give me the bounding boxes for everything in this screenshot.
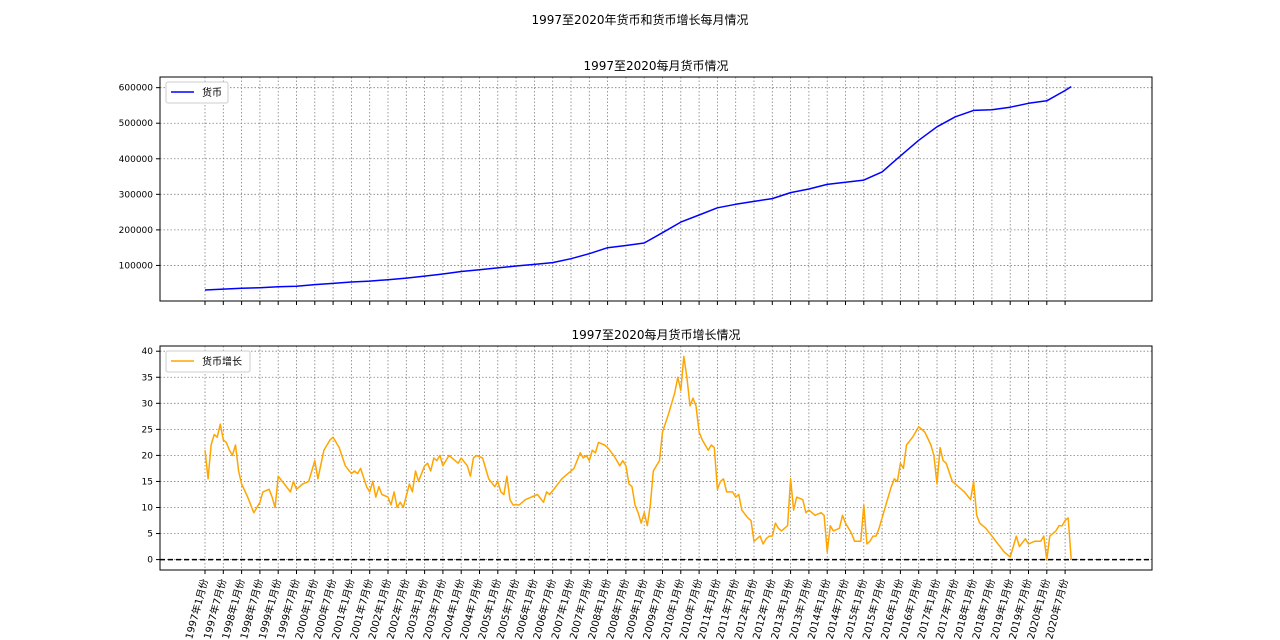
y-tick-label: 10 (142, 503, 154, 513)
y-tick-label: 600000 (119, 84, 154, 94)
money-chart-title: 1997至2020每月货币情况 (583, 58, 728, 73)
money-legend-label: 货币 (202, 86, 222, 99)
money-axes-frame (159, 76, 1153, 302)
growth-axes-frame (159, 345, 1153, 571)
money-series-line (204, 85, 1072, 291)
growth-y-ticks: 0 5 10 15 20 25 30 35 40 (142, 347, 160, 566)
money-grid (160, 77, 1152, 301)
money-panel: 100000 200000 300000 400000 500000 600000 199… (119, 58, 1153, 305)
money-legend: 货币 (165, 81, 229, 104)
figure-title: 1997至2020年货币和货币增长每月情况 (531, 12, 748, 27)
y-tick-label: 20 (142, 451, 154, 461)
y-tick-label: 500000 (119, 119, 154, 129)
y-tick-label: 30 (142, 399, 154, 409)
money-y-ticks: 100000 200000 300000 400000 500000 600000 (119, 84, 160, 271)
y-tick-label: 100000 (119, 261, 154, 271)
y-tick-label: 0 (147, 556, 153, 566)
y-tick-label: 400000 (119, 155, 154, 165)
growth-grid (160, 346, 1152, 570)
growth-panel: 0 5 10 15 20 25 30 35 40 1997年1月份1997年7月份1998年1月… (142, 327, 1153, 640)
y-tick-label: 25 (142, 425, 153, 435)
y-tick-label: 40 (142, 347, 154, 357)
growth-x-ticks: 1997年1月份1997年7月份1998年1月份1998年7月份1999年1月份… (182, 570, 1071, 640)
money-x-ticks (204, 301, 1066, 305)
y-tick-label: 300000 (119, 190, 154, 200)
y-tick-label: 15 (142, 477, 153, 487)
growth-series-line (204, 355, 1072, 561)
growth-legend-label: 货币增长 (202, 355, 242, 368)
growth-legend: 货币增长 (165, 350, 251, 373)
y-tick-label: 35 (142, 373, 153, 383)
growth-chart-title: 1997至2020每月货币增长情况 (571, 327, 740, 342)
y-tick-label: 5 (147, 530, 153, 540)
y-tick-label: 200000 (119, 226, 154, 236)
